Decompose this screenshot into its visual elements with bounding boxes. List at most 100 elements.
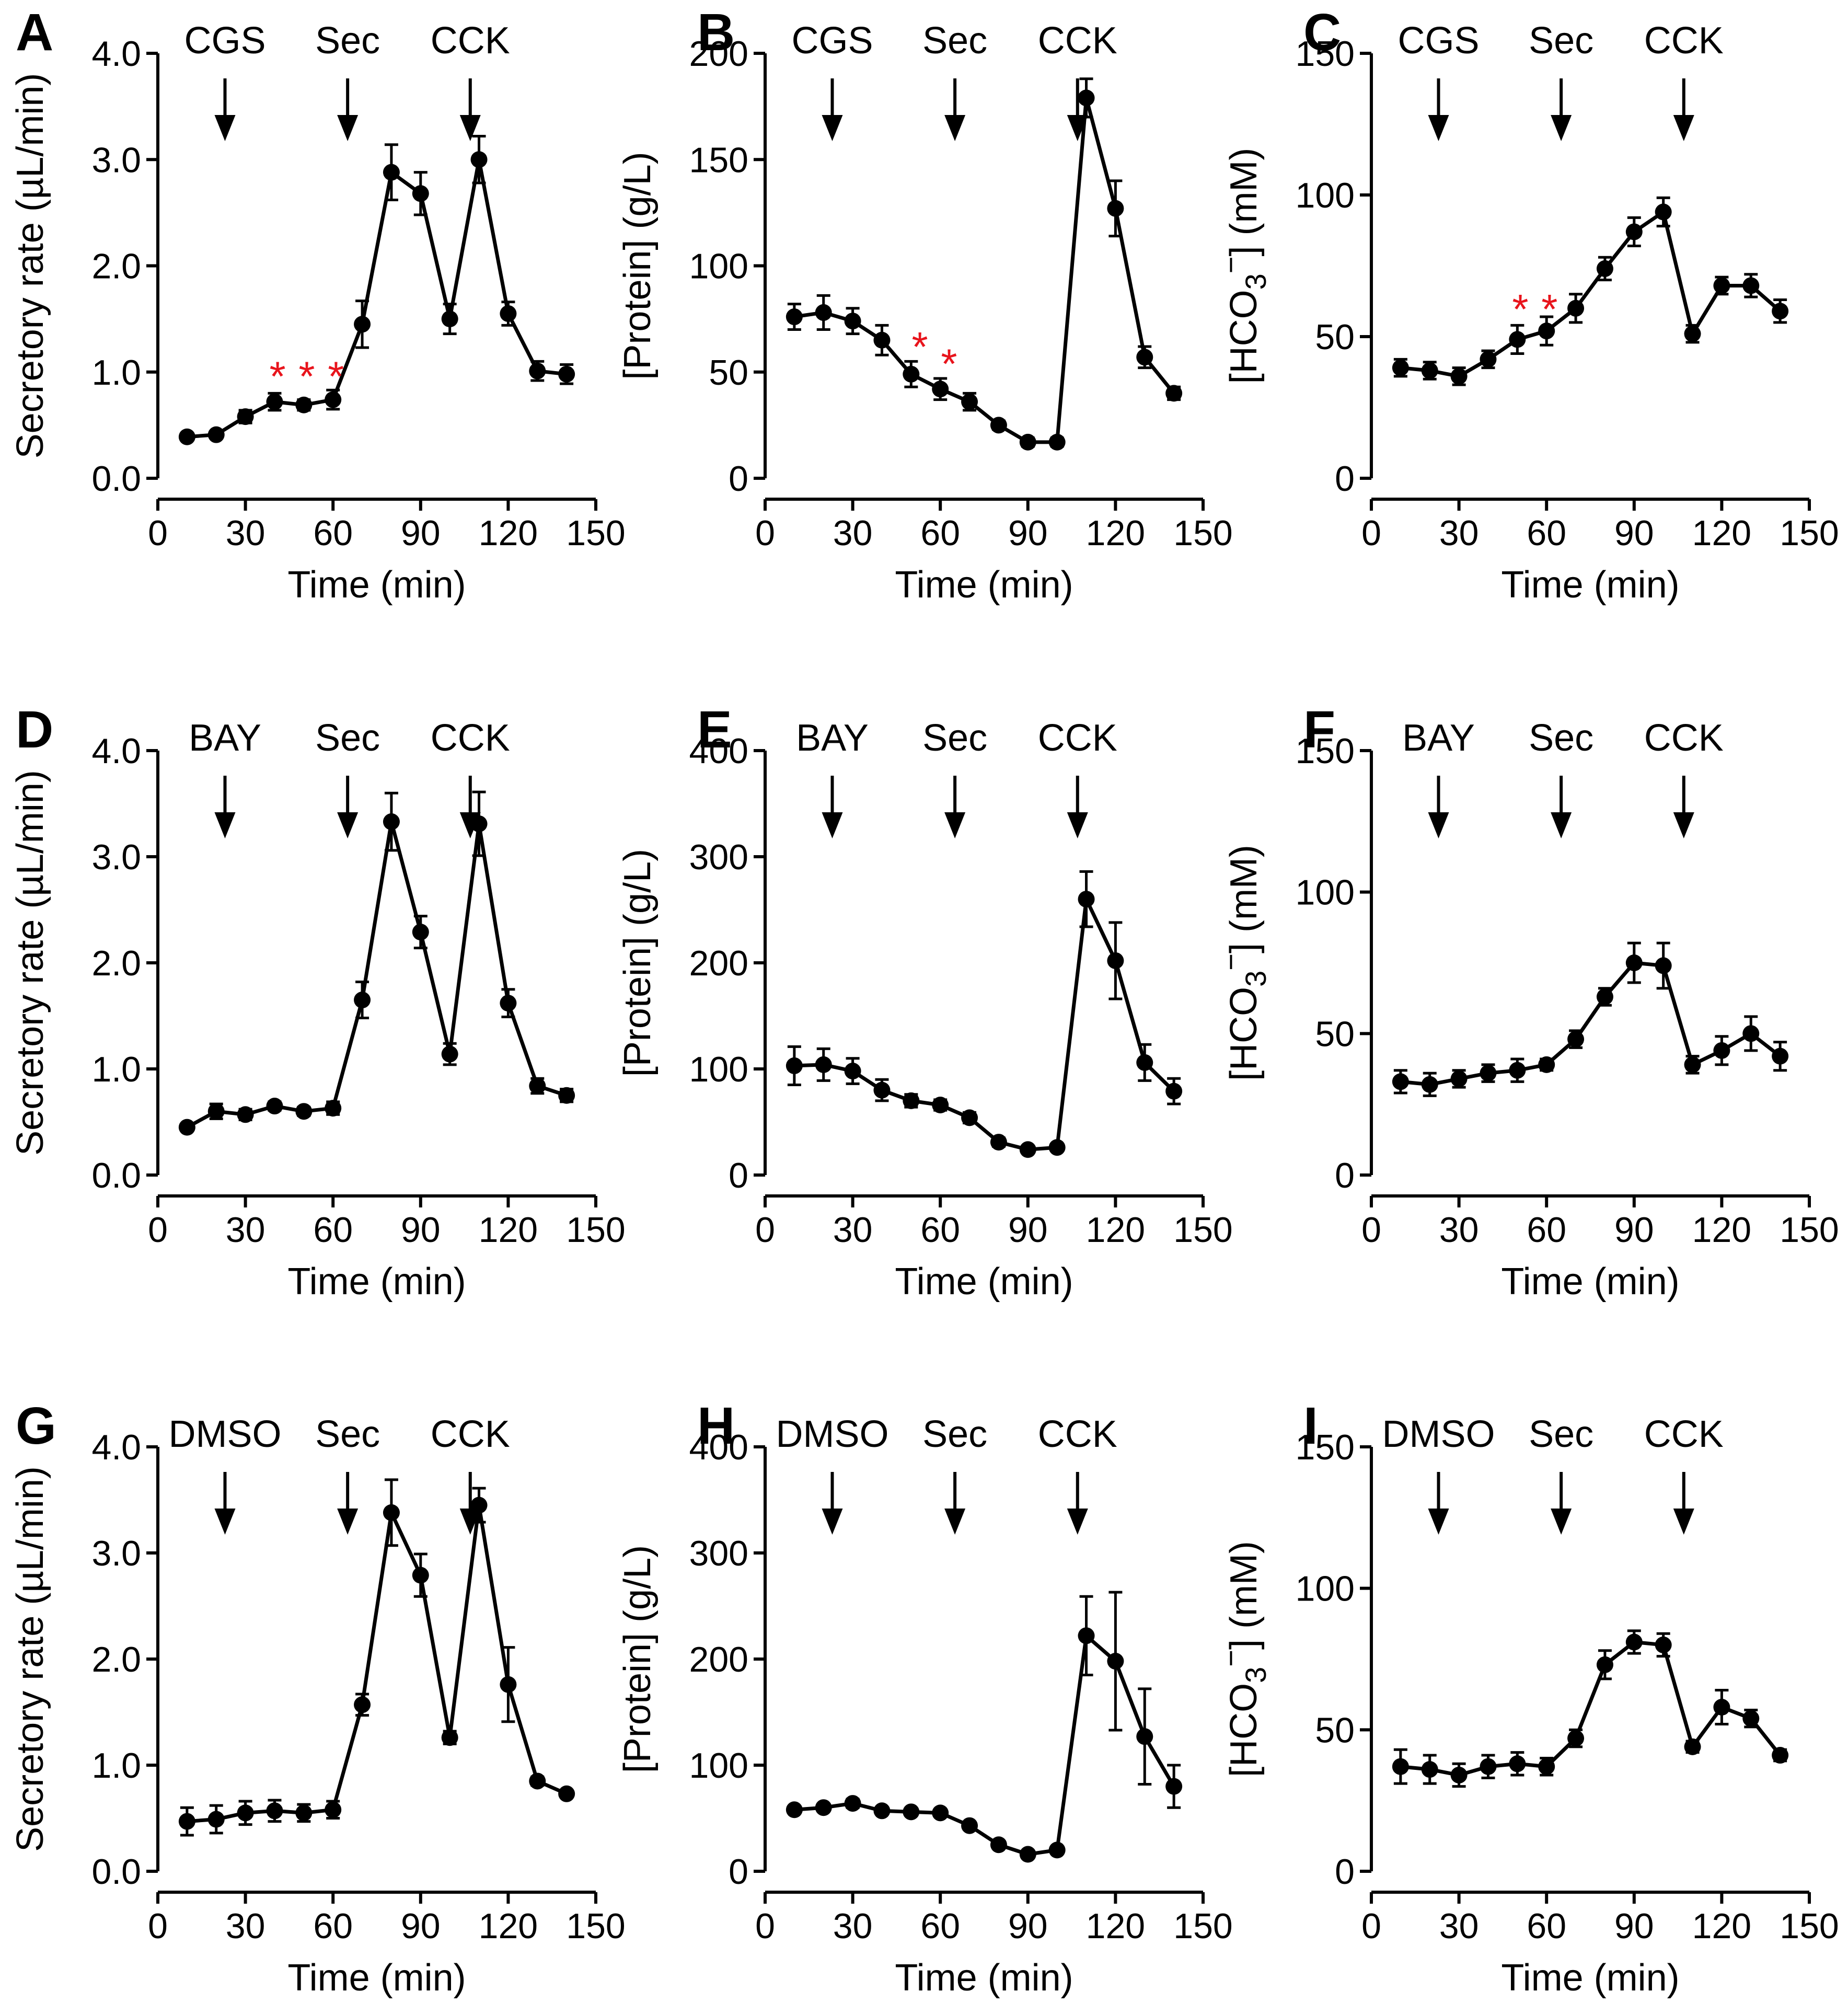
data-point [961, 393, 978, 410]
data-point [325, 1801, 342, 1818]
marker-label-cck: CCK [1038, 1413, 1117, 1455]
y-tick-label: 150 [1296, 34, 1355, 74]
significance-star: * [1512, 286, 1528, 332]
panel-F: F 0 50 100 150 0 30 60 90 120 150 Time (min) [HCO3−]… [1214, 700, 1839, 1303]
data-point [354, 992, 371, 1009]
down-arrow-icon [1673, 115, 1694, 141]
x-tick-label: 120 [479, 1906, 538, 1946]
panel-H: H 0 100 200 300 400 0 30 60 90 120 150 Time (min) [Pr… [617, 1397, 1233, 1999]
data-point [1625, 1633, 1643, 1651]
y-tick-label: 0.0 [91, 1852, 141, 1892]
y-axis-label: [Protein] (g/L) [617, 1545, 659, 1773]
x-tick-label: 30 [226, 1210, 265, 1250]
data-point [786, 1057, 803, 1074]
data-point [354, 316, 371, 333]
data-point [1655, 1636, 1672, 1653]
data-point [1392, 359, 1409, 376]
series-line [186, 820, 568, 1129]
y-tick-label: 100 [689, 1746, 748, 1786]
data-point [1713, 277, 1730, 294]
data-point [932, 1804, 949, 1822]
y-axis-label: Secretory rate (µL/min) [9, 1466, 51, 1852]
down-arrow-icon [337, 812, 359, 838]
panel-letter-I: I [1303, 1397, 1318, 1455]
data-point [1509, 1062, 1526, 1079]
data-point [441, 310, 458, 328]
data-point [1625, 954, 1643, 971]
series-line [187, 1503, 568, 1824]
panel-B: B 0 50 100 150 200 0 30 60 90 120 150 Time (min) [Pro… [617, 3, 1233, 606]
data-point [1684, 1738, 1701, 1755]
x-tick-label: 60 [1527, 1210, 1566, 1250]
panel-letter-C: C [1303, 3, 1341, 62]
marker-label-dmso: DMSO [168, 1413, 281, 1455]
down-arrow-icon [944, 812, 966, 838]
y-tick-label: 0 [1335, 1852, 1355, 1892]
data-point [1742, 1710, 1760, 1727]
x-tick-label: 0 [148, 1906, 168, 1946]
data-point [1421, 1761, 1438, 1778]
y-tick-label: 150 [689, 140, 748, 180]
data-point [1538, 1758, 1555, 1775]
x-tick-label: 90 [401, 1210, 441, 1250]
data-point [383, 164, 400, 181]
data-point [1165, 1083, 1183, 1100]
x-tick-label: 60 [313, 513, 353, 553]
data-point [903, 1092, 920, 1109]
data-point [237, 1106, 254, 1123]
x-axis-label: Time (min) [1501, 564, 1679, 606]
panel-I: I 0 50 100 150 0 30 60 90 120 150 Time (min) [HCO3−]… [1214, 1397, 1839, 1999]
x-tick-label: 30 [1439, 513, 1479, 553]
data-point [815, 1799, 832, 1816]
x-tick-label: 120 [479, 1210, 538, 1250]
series-line [794, 897, 1175, 1152]
data-point [844, 1795, 861, 1812]
data-point [1684, 1056, 1701, 1073]
x-axis-label: Time (min) [895, 1261, 1073, 1303]
marker-label-cck: CCK [1644, 20, 1724, 62]
y-tick-label: 1.0 [91, 1050, 141, 1089]
y-axis-label: [HCO3−] (mM) [1214, 1541, 1272, 1777]
data-point [1538, 1056, 1555, 1073]
data-point [558, 1087, 575, 1104]
data-point [1450, 367, 1468, 385]
y-tick-label: 100 [1296, 1569, 1355, 1609]
down-arrow-icon [1673, 1509, 1694, 1535]
data-point [558, 1785, 575, 1802]
x-tick-label: 90 [1614, 1210, 1654, 1250]
data-point [295, 1103, 313, 1120]
down-arrow-icon [214, 812, 236, 838]
x-tick-label: 90 [401, 1906, 441, 1946]
y-tick-label: 0.0 [91, 1156, 141, 1195]
data-point [207, 1811, 225, 1828]
data-point [266, 1802, 283, 1820]
marker-label-cck: CCK [1038, 717, 1117, 759]
x-tick-label: 60 [920, 513, 960, 553]
data-point [1567, 1031, 1585, 1048]
data-point [1509, 331, 1526, 348]
down-arrow-icon [1428, 812, 1449, 838]
panel-C: C 0 50 100 150 0 30 60 90 120 150 Time (min) [HCO3−]… [1214, 3, 1839, 606]
data-point [178, 1119, 195, 1136]
down-arrow-icon [1428, 115, 1449, 141]
data-point [873, 1802, 891, 1820]
x-tick-label: 120 [1086, 513, 1145, 553]
marker-label-cgs: CGS [1397, 20, 1479, 62]
x-tick-label: 0 [755, 1210, 775, 1250]
x-tick-label: 120 [1086, 1906, 1145, 1946]
marker-label-cgs: CGS [184, 20, 265, 62]
data-point [266, 1098, 283, 1115]
y-tick-label: 3.0 [91, 140, 141, 180]
y-tick-label: 50 [709, 353, 748, 393]
x-tick-label: 90 [401, 513, 441, 553]
x-tick-label: 0 [755, 1906, 775, 1946]
x-tick-label: 150 [1173, 1906, 1232, 1946]
data-point [441, 1045, 458, 1063]
x-axis-label: Time (min) [895, 1957, 1073, 1999]
down-arrow-icon [214, 1509, 236, 1535]
data-point [786, 308, 803, 326]
marker-label-cck: CCK [431, 717, 510, 759]
data-point [873, 331, 891, 349]
data-point [529, 1077, 546, 1095]
data-point [1078, 89, 1095, 107]
